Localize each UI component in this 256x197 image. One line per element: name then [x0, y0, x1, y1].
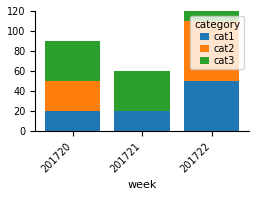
Bar	[184, 11, 239, 21]
Bar	[184, 81, 239, 131]
Legend: cat1, cat2, cat3: cat1, cat2, cat3	[190, 16, 244, 69]
Bar	[45, 41, 100, 81]
Bar	[114, 71, 170, 111]
Bar	[184, 21, 239, 81]
X-axis label: week: week	[127, 180, 157, 190]
Bar	[45, 111, 100, 131]
Bar	[45, 81, 100, 111]
Bar	[114, 111, 170, 131]
